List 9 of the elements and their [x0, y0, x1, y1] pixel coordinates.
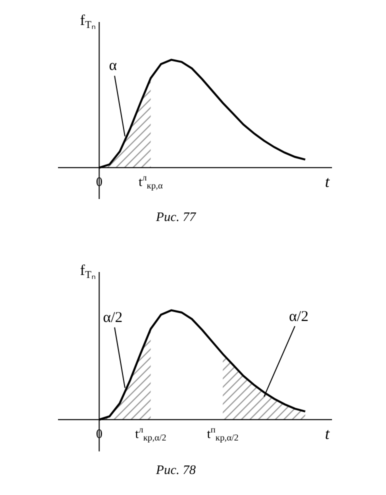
annotation: α/2	[289, 309, 309, 325]
y-axis-title: f$_{Tₙ}$	[80, 263, 96, 282]
y-axis-title: f$_{Tₙ}$	[80, 13, 96, 32]
text: Рис. 78	[155, 462, 196, 477]
text: Рис. 77	[155, 209, 196, 224]
x-axis-title: t	[325, 426, 330, 443]
annotation: α	[109, 58, 117, 74]
x-axis-title: t	[325, 174, 330, 191]
annotation: α/2	[103, 310, 123, 326]
